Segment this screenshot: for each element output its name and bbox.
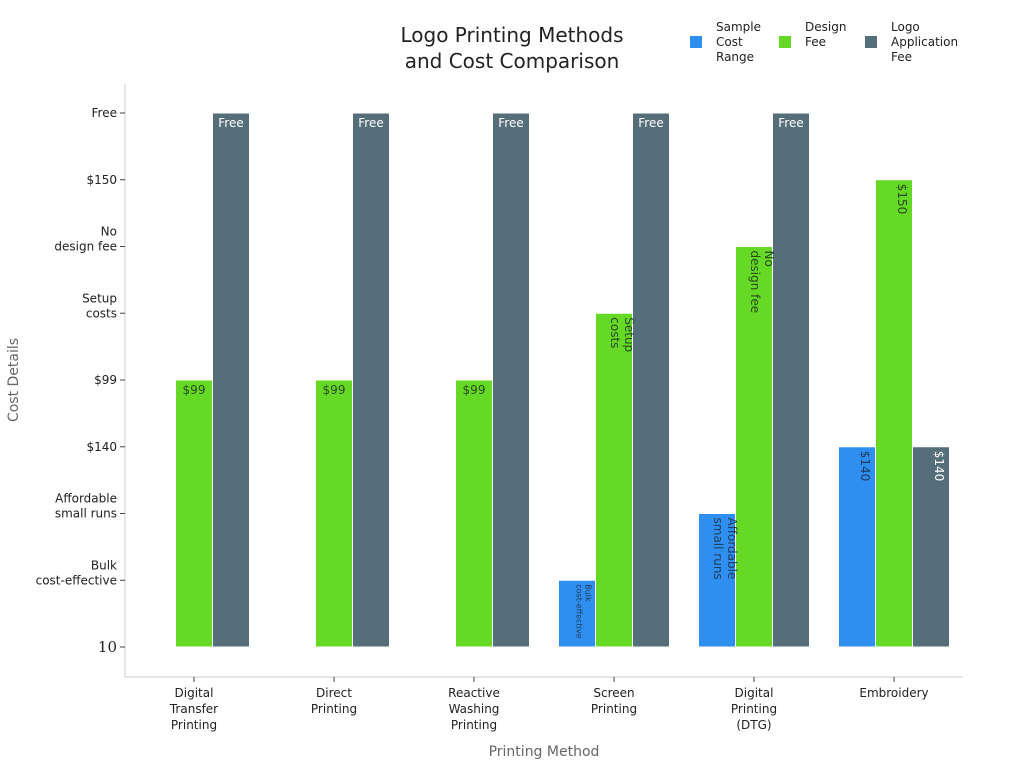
axes: 10 Bulk cost-effective Affordable small runs… (6, 84, 963, 760)
legend: Sample Cost Range Design Fee Logo Application F… (690, 20, 958, 64)
bar-label: $140 (932, 451, 946, 482)
y-tick-label: Free (92, 106, 117, 120)
legend-label: Logo Application Fee (891, 20, 958, 64)
y-tick-label: Affordable small runs (55, 492, 117, 521)
bar-design-fee-digital-transfer-printing (175, 379, 213, 648)
bar-label: Affordablesmall runs (711, 518, 739, 580)
bar-label: Bulkcost-effective (575, 584, 593, 638)
legend-swatch (865, 36, 877, 48)
y-tick-label: 10 (98, 638, 117, 656)
bar-design-fee-reactive-washing-printing (455, 379, 493, 648)
bar-label: $99 (183, 383, 206, 397)
legend-item-design-fee: Design Fee (779, 20, 846, 49)
legend-label: Design Fee (805, 20, 846, 49)
bar-design-fee-digital-printing-dtg (735, 246, 773, 648)
x-tick-label: Screen Printing (591, 686, 637, 716)
bar-logo-application-fee-digital-printing-dtg (772, 112, 810, 648)
y-axis-title: Cost Details (6, 338, 22, 422)
y-tick-label: $99 (94, 373, 117, 387)
bar-logo-application-fee-screen-printing (632, 112, 670, 648)
legend-label: Sample Cost Range (716, 20, 761, 64)
x-tick-label: Direct Printing (311, 686, 357, 716)
bar-label: Setupcosts (608, 317, 636, 352)
bar-label: Free (778, 116, 803, 130)
bar-label: $99 (323, 383, 346, 397)
legend-swatch (690, 36, 702, 48)
chart-title: Logo Printing Methods and Cost Comparison (400, 23, 623, 73)
bar-label: Free (498, 116, 523, 130)
bar-sample-cost-range-digital-printing-dtg (698, 513, 736, 648)
bar-label: Free (358, 116, 383, 130)
bar-label: $99 (463, 383, 486, 397)
bar-design-fee-embroidery (875, 179, 913, 648)
x-tick-label: Reactive Washing Printing (448, 686, 500, 732)
legend-item-logo-application-fee: Logo Application Fee (865, 20, 958, 64)
bar-logo-application-fee-digital-transfer-printing (212, 112, 250, 648)
y-tick-label: Bulk cost-effective (36, 558, 117, 587)
y-tick-label: $140 (86, 440, 117, 454)
bar-logo-application-fee-reactive-washing-printing (492, 112, 530, 648)
chart-title-text: Logo Printing Methods and Cost Comparison (400, 23, 623, 73)
bar-label: Free (218, 116, 243, 130)
legend-item-sample-cost-range: Sample Cost Range (690, 20, 761, 64)
y-tick-label: $150 (86, 173, 117, 187)
bar-design-fee-screen-printing (595, 312, 633, 648)
x-tick-label: Digital Transfer Printing (169, 686, 218, 732)
x-tick-label: Embroidery (859, 686, 928, 700)
bar-sample-cost-range-embroidery (838, 446, 876, 648)
bar-label: Nodesign fee (748, 251, 776, 314)
bar-label: $140 (858, 451, 872, 482)
bars (175, 112, 950, 648)
bar-logo-application-fee-direct-printing (352, 112, 390, 648)
x-tick-label: Digital Printing (DTG) (731, 686, 777, 732)
bar-logo-application-fee-embroidery (912, 446, 950, 648)
legend-swatch (779, 36, 791, 48)
bar-label: Free (638, 116, 663, 130)
y-tick-label: Setup costs (82, 291, 117, 320)
y-tick-label: No design fee (54, 225, 117, 254)
bar-labels: $99 Free $99 Free $99 Free Bulkcost-effective S… (183, 116, 946, 639)
bar-design-fee-direct-printing (315, 379, 353, 648)
x-axis-title: Printing Method (489, 744, 600, 760)
bar-label: $150 (895, 184, 909, 215)
